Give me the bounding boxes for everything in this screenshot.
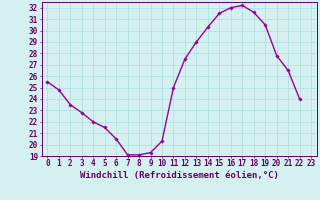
X-axis label: Windchill (Refroidissement éolien,°C): Windchill (Refroidissement éolien,°C) [80, 171, 279, 180]
